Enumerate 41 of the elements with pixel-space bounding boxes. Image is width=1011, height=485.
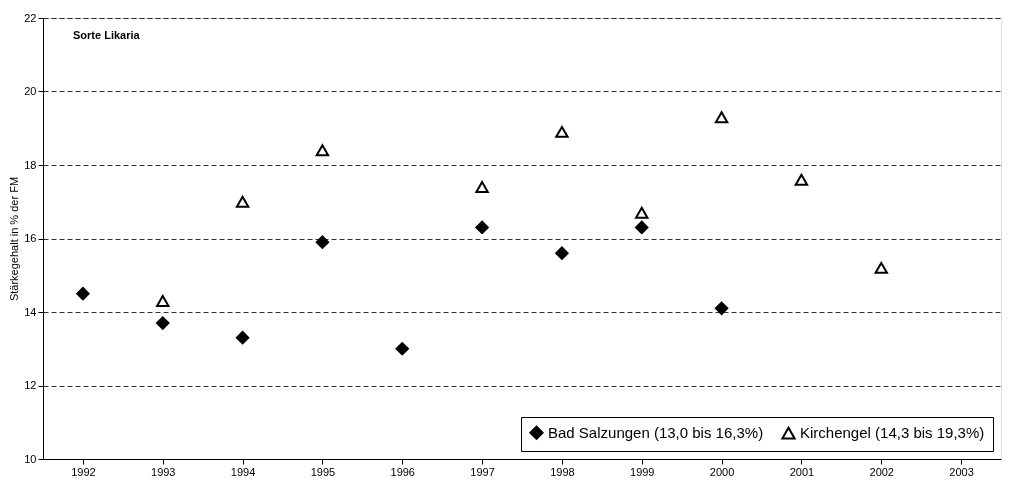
x-tick-label: 1995: [310, 465, 336, 478]
point: [555, 125, 569, 138]
y-tick-label: 20: [24, 85, 37, 97]
y-tick-label: 18: [24, 158, 37, 171]
legend-label: Kirchengel (14,3 bis 19,3%): [800, 424, 985, 442]
x-tick-label: 1993: [151, 465, 176, 478]
y-tick-label: 12: [24, 379, 37, 391]
point: [156, 295, 170, 307]
x-tick-label: 1999: [630, 465, 655, 478]
point: [635, 206, 649, 219]
y-tick-label: 10: [24, 452, 37, 465]
x-tick-label: 1994: [230, 465, 256, 478]
x-tick-label: 2000: [709, 465, 735, 478]
y-tick-label: 14: [24, 305, 37, 318]
y-axis-title: Stärkegehalt in % der FM: [8, 176, 21, 302]
x-tick-label: 2001: [789, 465, 815, 478]
point: [395, 342, 409, 356]
point: [235, 331, 250, 345]
text: Sorte Likaria: [73, 29, 141, 41]
y-tick-label: 16: [24, 232, 37, 244]
x-tick-label: 2002: [869, 465, 894, 478]
point: [794, 173, 809, 186]
legend-label: Bad Salzungen (13,0 bis 16,3%): [548, 423, 764, 441]
point: [874, 261, 888, 274]
point: [235, 195, 250, 208]
x-tick-label: 1996: [390, 465, 415, 478]
point: [714, 301, 729, 316]
y-tick-label: 22: [24, 11, 37, 24]
point: [315, 144, 330, 157]
point: [76, 286, 90, 301]
x-tick-label: 1992: [71, 465, 96, 478]
x-tick-label: 2003: [949, 465, 974, 478]
point: [714, 111, 729, 124]
point: [555, 246, 569, 260]
point: [635, 220, 649, 235]
point: [156, 316, 170, 330]
x-tick-label: 1997: [470, 465, 495, 478]
point: [475, 220, 489, 235]
point: [475, 181, 489, 193]
point: [315, 235, 330, 249]
x-tick-label: 1998: [550, 465, 575, 478]
